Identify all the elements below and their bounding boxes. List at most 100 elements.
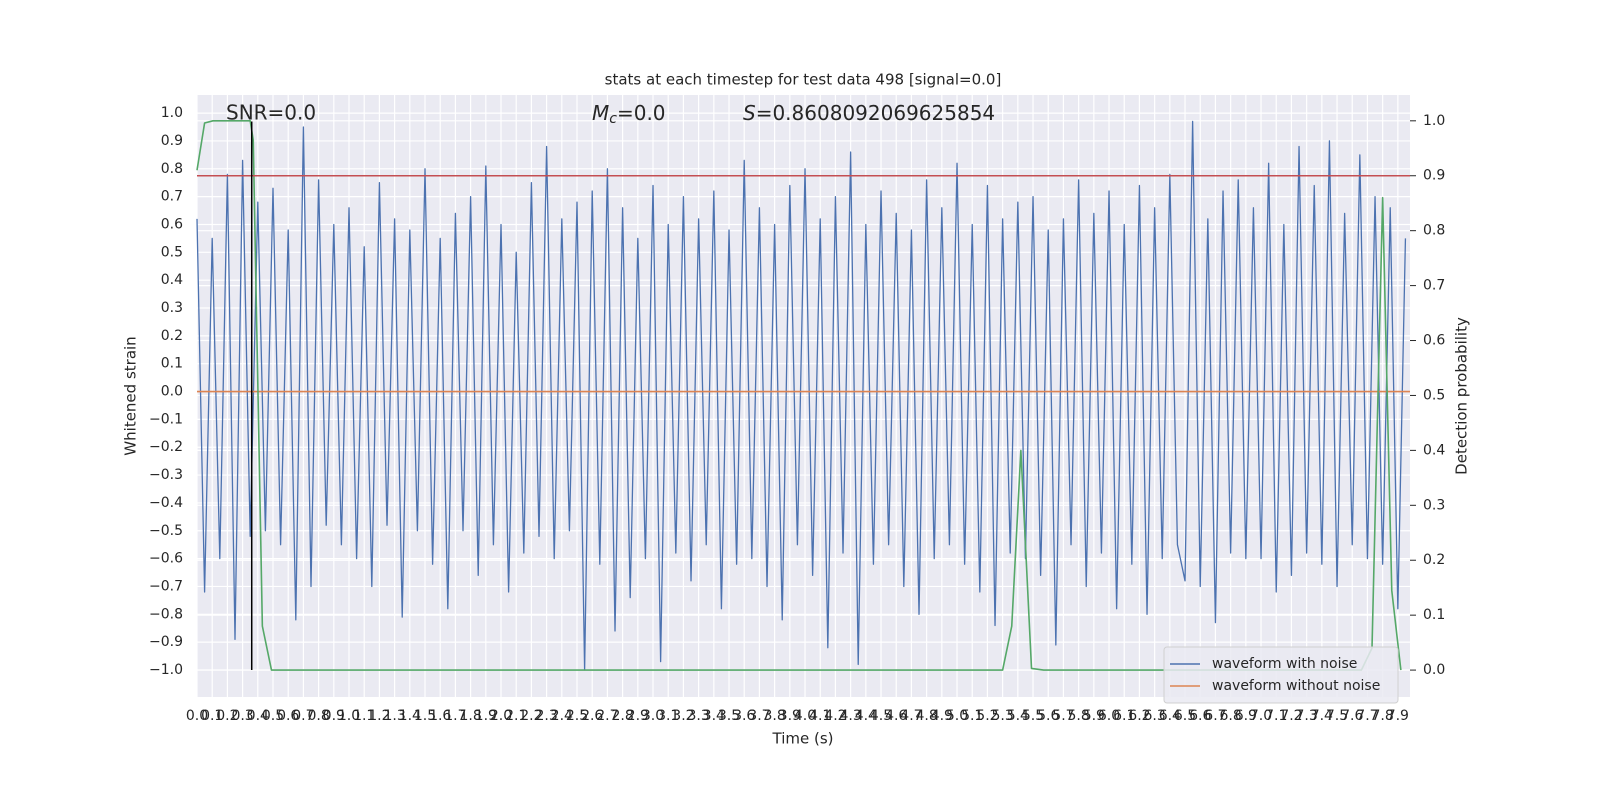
series-line: [196, 120, 1407, 671]
x-tick-label: 3.3: [687, 708, 709, 724]
y2-tick-label: 0.1: [1423, 607, 1445, 623]
x-tick-label: 5.1: [961, 708, 983, 724]
x-tick-label: 4.3: [839, 708, 861, 724]
y2-tick-label: 0.7: [1423, 278, 1445, 294]
x-tick-label: 2.7: [596, 708, 618, 724]
x-tick-label: 4.5: [870, 708, 892, 724]
x-tick-label: 7.1: [1265, 708, 1287, 724]
y-tick-label: 0.5: [161, 244, 183, 260]
x-tick-label: 2.0: [490, 708, 512, 724]
y-tick-label: −0.8: [149, 606, 183, 622]
x-tick-label: 5.5: [1022, 708, 1044, 724]
x-tick-label: 6.2: [1128, 708, 1150, 724]
y-tick-label: 0.1: [161, 356, 183, 372]
x-tick-label: 7.4: [1311, 708, 1333, 724]
annotation-subscript: c: [609, 111, 617, 127]
y-tick-label: −0.7: [149, 578, 183, 594]
x-axis-label: Time (s): [772, 730, 834, 748]
x-tick-label: 6.9: [1235, 708, 1257, 724]
annotation: SNR=0.0: [226, 101, 316, 125]
x-tick-label: 4.0: [794, 708, 816, 724]
x-tick-label: 2.4: [551, 708, 573, 724]
x-tick-label: 0.2: [216, 708, 238, 724]
x-tick-label: 0.9: [323, 708, 345, 724]
x-tick-label: 3.6: [733, 708, 755, 724]
y-tick-label: 0.9: [161, 133, 183, 149]
x-tick-label: 5.2: [976, 708, 998, 724]
x-tick-label: 1.8: [459, 708, 481, 724]
legend-label: waveform without noise: [1212, 678, 1380, 694]
x-tick-label: 0.3: [231, 708, 253, 724]
y-tick-label: 0.4: [161, 272, 183, 288]
chart-title: stats at each timestep for test data 498…: [605, 71, 1002, 89]
x-tick-label: 4.4: [855, 708, 877, 724]
x-tick-label: 3.4: [703, 708, 725, 724]
x-tick-label: 5.8: [1067, 708, 1089, 724]
y2-tick-label: 0.5: [1423, 387, 1445, 403]
x-tick-label: 7.6: [1341, 708, 1363, 724]
y-tick-label: −0.9: [149, 634, 183, 650]
x-tick-label: 6.5: [1174, 708, 1196, 724]
x-tick-label: 4.8: [915, 708, 937, 724]
x-tick-label: 0.7: [292, 708, 314, 724]
annotation-symbol: S: [743, 101, 756, 125]
x-tick-label: 0.1: [201, 708, 223, 724]
x-tick-label: 1.1: [353, 708, 375, 724]
x-tick-label: 7.0: [1250, 708, 1272, 724]
x-tick-label: 7.5: [1326, 708, 1348, 724]
x-tick-label: 5.3: [991, 708, 1013, 724]
x-tick-label: 7.3: [1296, 708, 1318, 724]
y-tick-label: −0.5: [149, 523, 183, 539]
x-tick-label: 7.9: [1387, 708, 1409, 724]
x-tick-label: 1.9: [475, 708, 497, 724]
x-tick-label: 2.5: [566, 708, 588, 724]
y-tick-label: −0.3: [149, 467, 183, 483]
x-tick-label: 5.4: [1007, 708, 1029, 724]
y2-tick-label: 0.3: [1423, 497, 1445, 513]
x-tick-label: 2.1: [505, 708, 527, 724]
x-tick-label: 4.9: [931, 708, 953, 724]
x-tick-label: 6.0: [1098, 708, 1120, 724]
y2-tick-label: 0.6: [1423, 333, 1445, 349]
y-tick-label: −0.2: [149, 439, 183, 455]
x-tick-label: 1.4: [399, 708, 421, 724]
x-tick-label: 4.6: [885, 708, 907, 724]
x-tick-label: 7.2: [1280, 708, 1302, 724]
series-line: [196, 120, 1402, 671]
x-tick-label: 0.4: [247, 708, 269, 724]
x-tick-label: 3.2: [672, 708, 694, 724]
x-tick-label: 0.6: [277, 708, 299, 724]
y-axis-label: Whitened strain: [122, 336, 140, 455]
x-tick-label: 5.9: [1083, 708, 1105, 724]
x-tick-label: 2.3: [535, 708, 557, 724]
x-tick-label: 3.1: [657, 708, 679, 724]
x-tick-label: 4.2: [824, 708, 846, 724]
x-tick-label: 3.9: [779, 708, 801, 724]
x-tick-label: 2.9: [627, 708, 649, 724]
x-tick-label: 2.6: [581, 708, 603, 724]
x-tick-label: 6.8: [1220, 708, 1242, 724]
x-tick-label: 3.8: [763, 708, 785, 724]
x-tick-label: 3.0: [642, 708, 664, 724]
legend-label: waveform with noise: [1212, 656, 1357, 672]
annotation: S=0.8608092069625854: [743, 101, 995, 125]
y-tick-label: −1.0: [149, 662, 183, 678]
x-tick-label: 6.1: [1113, 708, 1135, 724]
y-tick-label: 1.0: [161, 105, 183, 121]
x-tick-label: 5.0: [946, 708, 968, 724]
annotation: Mc=0.0: [592, 101, 666, 128]
y2-axis-label: Detection probability: [1453, 317, 1471, 475]
legend-box: [1163, 646, 1399, 704]
x-tick-label: 7.8: [1372, 708, 1394, 724]
annotation-text: =0.8608092069625854: [756, 101, 995, 125]
y2-tick-label: 1.0: [1423, 113, 1445, 129]
y-tick-label: 0.2: [161, 328, 183, 344]
x-tick-label: 1.5: [414, 708, 436, 724]
y-tick-label: 0.8: [161, 161, 183, 177]
y-tick-label: −0.4: [149, 495, 183, 511]
x-tick-label: 2.2: [520, 708, 542, 724]
x-tick-label: 4.1: [809, 708, 831, 724]
x-tick-label: 6.3: [1143, 708, 1165, 724]
y-tick-label: 0.0: [161, 384, 183, 400]
